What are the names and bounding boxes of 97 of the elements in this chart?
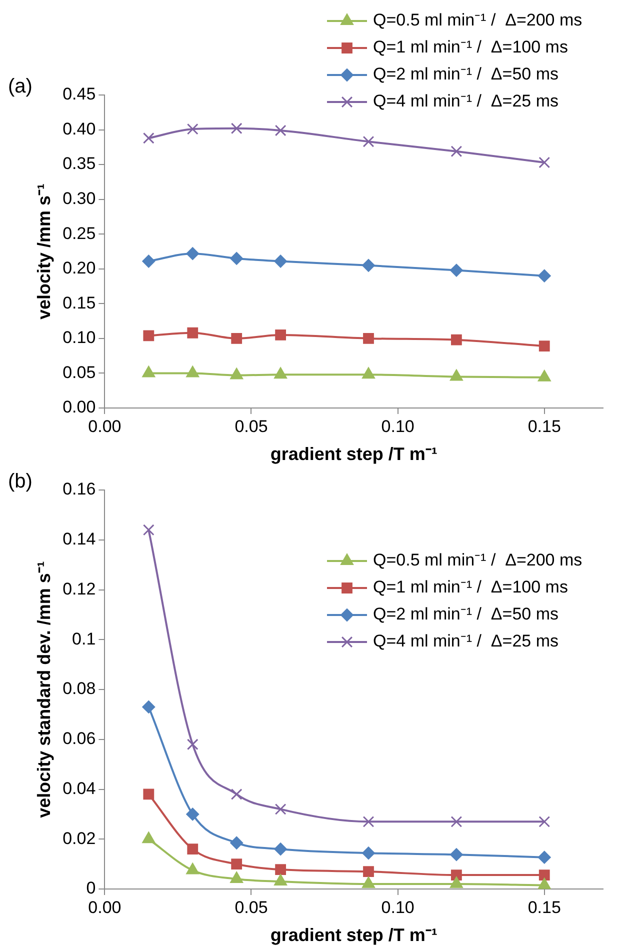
y-tick-label: 0.12 bbox=[62, 579, 96, 598]
legend-label: Q=4 ml min⁻¹ / Δ=25 ms bbox=[373, 92, 559, 111]
point bbox=[274, 804, 286, 815]
point bbox=[274, 124, 286, 136]
legend-label: Q=2 ml min⁻¹ / Δ=50 ms bbox=[373, 64, 559, 84]
point bbox=[187, 844, 198, 855]
point bbox=[142, 700, 156, 714]
point bbox=[143, 788, 154, 800]
point bbox=[362, 367, 376, 379]
y-tick-label: 0.35 bbox=[62, 154, 96, 174]
y-tick-label: 0.10 bbox=[62, 328, 96, 348]
point bbox=[450, 334, 462, 346]
point bbox=[274, 254, 288, 268]
point bbox=[450, 816, 462, 828]
point bbox=[142, 524, 154, 536]
point bbox=[362, 846, 375, 860]
point bbox=[186, 808, 200, 821]
y-tick-label: 0.16 bbox=[62, 480, 96, 499]
y-tick-label: 0.04 bbox=[62, 778, 96, 798]
point bbox=[450, 876, 463, 888]
x-tick-label: 0.00 bbox=[88, 416, 122, 436]
y-tick-label: 0 bbox=[86, 878, 96, 898]
point bbox=[538, 878, 551, 889]
point bbox=[362, 136, 374, 148]
y-tick-label: 0.02 bbox=[62, 828, 96, 848]
x-tick-label: 0.10 bbox=[381, 416, 414, 436]
y-axis-title: velocity standard dev. /mm s⁻¹ bbox=[34, 561, 54, 818]
point bbox=[538, 816, 550, 828]
y-tick-label: 0.08 bbox=[62, 679, 96, 698]
point bbox=[186, 738, 198, 750]
y-tick-label: 0.25 bbox=[62, 224, 96, 243]
y-tick-label: 0.14 bbox=[62, 530, 96, 549]
x-tick-label: 0.15 bbox=[528, 416, 561, 436]
y-tick-label: 0.05 bbox=[62, 362, 96, 382]
point bbox=[230, 788, 242, 800]
point bbox=[231, 332, 242, 344]
x-tick-label: 0.15 bbox=[528, 898, 561, 917]
point bbox=[450, 146, 462, 158]
point bbox=[538, 156, 550, 168]
point bbox=[363, 332, 374, 344]
point bbox=[231, 858, 242, 870]
legend-label: Q=0.5 ml min⁻¹ / Δ=200 ms bbox=[373, 10, 582, 30]
x-tick-label: 0.10 bbox=[381, 898, 414, 917]
y-tick-label: 0.30 bbox=[62, 189, 96, 208]
point bbox=[450, 848, 463, 862]
x-tick-label: 0.00 bbox=[88, 898, 122, 917]
x-axis-title: gradient step /T m⁻¹ bbox=[270, 444, 438, 464]
point bbox=[186, 862, 200, 874]
point bbox=[142, 832, 156, 844]
point bbox=[362, 258, 375, 272]
point bbox=[142, 254, 156, 268]
point bbox=[230, 252, 244, 265]
y-tick-label: 0.20 bbox=[62, 258, 96, 278]
legend-label: Q=1 ml min⁻¹ / Δ=100 ms bbox=[373, 38, 568, 57]
point bbox=[450, 264, 463, 277]
point bbox=[538, 370, 551, 382]
y-axis-title: velocity /mm s⁻¹ bbox=[34, 183, 54, 320]
point bbox=[538, 850, 551, 864]
point bbox=[274, 367, 288, 379]
point bbox=[450, 870, 462, 880]
x-axis-title: gradient step /T m⁻¹ bbox=[270, 925, 438, 946]
legend-label: Q=0.5 ml min⁻¹ / Δ=200 ms bbox=[373, 550, 582, 570]
x-tick-label: 0.05 bbox=[234, 898, 268, 917]
point bbox=[450, 369, 463, 381]
point bbox=[186, 123, 198, 135]
point bbox=[538, 340, 550, 352]
y-tick-label: 0.00 bbox=[62, 398, 96, 417]
legend-label: Q=4 ml min⁻¹ / Δ=25 ms bbox=[373, 632, 559, 651]
point bbox=[230, 872, 244, 884]
point bbox=[142, 132, 154, 144]
text: (a) bbox=[8, 76, 32, 98]
x-tick-label: 0.05 bbox=[234, 416, 268, 436]
point bbox=[143, 330, 154, 342]
point bbox=[275, 864, 286, 875]
point bbox=[186, 366, 200, 378]
y-tick-label: 0.15 bbox=[62, 293, 96, 312]
point bbox=[538, 870, 550, 880]
point bbox=[142, 366, 156, 378]
point bbox=[230, 122, 242, 134]
point bbox=[186, 247, 200, 260]
point bbox=[362, 816, 374, 828]
legend-label: Q=1 ml min⁻¹ / Δ=100 ms bbox=[373, 578, 568, 597]
point bbox=[363, 866, 374, 877]
point bbox=[230, 836, 244, 850]
y-tick-label: 0.06 bbox=[62, 729, 96, 748]
point bbox=[275, 330, 286, 340]
point bbox=[274, 842, 288, 856]
legend-label: Q=2 ml min⁻¹ / Δ=50 ms bbox=[373, 604, 559, 624]
point bbox=[187, 327, 198, 338]
y-tick-label: 0.1 bbox=[72, 629, 96, 648]
y-tick-label: 0.45 bbox=[62, 84, 96, 104]
y-tick-label: 0.40 bbox=[62, 119, 96, 138]
point bbox=[362, 876, 376, 888]
point bbox=[538, 269, 551, 282]
text: (b) bbox=[8, 470, 32, 493]
point bbox=[230, 368, 244, 380]
point bbox=[274, 874, 288, 886]
